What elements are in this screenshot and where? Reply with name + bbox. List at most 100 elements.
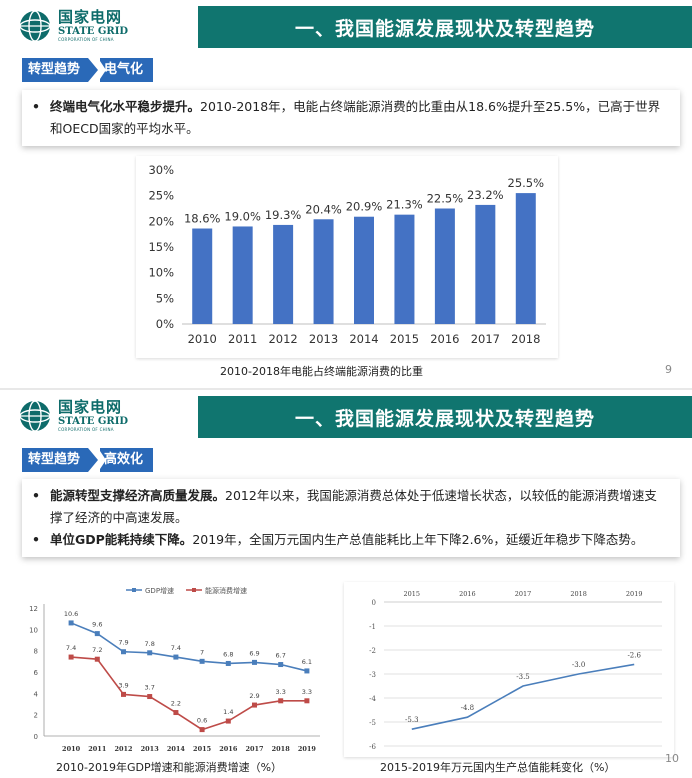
bullet-item: • 能源转型支撑经济高质量发展。2012年以来，我国能源消费总体处于低速增长状态… <box>32 485 666 529</box>
logo-en-text: STATE GRID <box>58 416 129 427</box>
y-tick-label: 25% <box>148 189 174 203</box>
gdp-energy-line-chart-svg: GDP增速 能源消费增速 0 2 4 6 8 10 12 2010 2011 2012 2013 2014… <box>29 586 320 753</box>
bar-chart: 0% 5% 10% 15% 20% 25% 30% 18.6% 2010 19.0% 2011 19.… <box>136 156 558 358</box>
bullet-text: 2010-2018年，电能占终端能源消费的比重由从18.6%提升至25.5%，已… <box>50 99 661 136</box>
breadcrumb-topic: 电气化 <box>98 58 154 82</box>
data-point <box>68 654 74 660</box>
bar <box>313 219 334 324</box>
slide-separator <box>0 388 692 390</box>
bullet-text: 2012年以来，我国能源消费总体处于低速增长状态，以较低的能源消费增速支撑了经济… <box>50 488 657 525</box>
y-tick-label: 0 <box>34 733 38 741</box>
series-line <box>70 622 308 672</box>
data-point <box>252 702 257 708</box>
logo: 国家电网 STATE GRID CORPORATION OF CHINA <box>18 398 128 434</box>
data-label: 21.3% <box>386 198 423 212</box>
x-tick-label: 2017 <box>515 590 532 598</box>
data-point <box>225 718 231 724</box>
bullet-text: 2019年，全国万元国内生产总值能耗比上年下降2.6%，延缓近年稳步下降态势。 <box>192 532 644 547</box>
data-point <box>147 650 153 656</box>
bar <box>515 193 536 324</box>
x-tick-label: 2016 <box>219 745 238 753</box>
y-tick-label: -6 <box>369 743 376 751</box>
data-point <box>304 698 310 704</box>
data-point <box>278 662 284 668</box>
data-label: 6.1 <box>302 658 312 666</box>
bar <box>394 214 415 324</box>
x-tick-label: 2010 <box>188 332 217 346</box>
breadcrumb-section: 转型趋势 <box>22 448 89 472</box>
legend-marker <box>132 588 136 592</box>
x-tick-label: 2013 <box>309 332 338 346</box>
series-line <box>411 663 635 730</box>
data-label: -3.5 <box>516 673 530 681</box>
data-point <box>173 710 179 716</box>
x-tick-label: 2015 <box>390 332 419 346</box>
data-label: -3.0 <box>572 661 586 669</box>
globe-logo-icon <box>19 400 51 432</box>
legend-label: 能源消费增速 <box>205 586 247 595</box>
page-number: 9 <box>665 363 672 376</box>
y-tick-label: 6 <box>34 669 39 677</box>
data-label: 25.5% <box>508 176 545 190</box>
logo: 国家电网 STATE GRID CORPORATION OF CHINA <box>18 8 128 44</box>
data-point <box>68 620 74 626</box>
gdp-energy-line-chart: GDP增速 能源消费增速 0 2 4 6 8 10 12 2010 2011 2012 2013 2014… <box>22 582 330 757</box>
breadcrumb-arrow-icon <box>88 58 99 82</box>
bullet-bold: 终端电气化水平稳步提升。 <box>50 99 201 114</box>
bar <box>273 224 294 324</box>
data-label: 20.9% <box>346 200 383 214</box>
y-tick-label: 0 <box>372 599 376 607</box>
logo-sub-text: CORPORATION OF CHINA <box>58 427 114 432</box>
legend-marker <box>192 588 196 592</box>
bullet-item: • 单位GDP能耗持续下降。2019年，全国万元国内生产总值能耗比上年下降2.6… <box>32 529 666 551</box>
bullet-bold: 单位GDP能耗持续下降。 <box>50 532 193 547</box>
data-label: 7.4 <box>171 644 181 652</box>
y-tick-label: 12 <box>29 605 38 613</box>
y-tick-label: -2 <box>369 647 376 655</box>
text-box: • 终端电气化水平稳步提升。2010-2018年，电能占终端能源消费的比重由从1… <box>22 90 680 146</box>
y-tick-label: -3 <box>369 671 376 679</box>
text-box: • 能源转型支撑经济高质量发展。2012年以来，我国能源消费总体处于低速增长状态… <box>22 479 680 557</box>
data-label: -2.6 <box>627 651 641 659</box>
data-label: 3.9 <box>118 681 128 689</box>
x-tick-label: 2016 <box>459 590 476 598</box>
data-point <box>225 660 231 666</box>
x-tick-label: 2014 <box>167 745 186 753</box>
data-label: 3.7 <box>145 684 155 692</box>
page-number: 10 <box>665 752 679 765</box>
y-tick-label: -1 <box>369 623 376 631</box>
x-tick-label: 2018 <box>272 745 291 753</box>
breadcrumb-section: 转型趋势 <box>22 58 89 82</box>
y-tick-label: 20% <box>148 214 174 228</box>
data-label: 6.7 <box>276 652 286 660</box>
data-label: 7 <box>200 648 204 656</box>
data-label: 0.6 <box>197 717 207 725</box>
data-label: 10.6 <box>64 610 78 618</box>
data-label: 20.4% <box>305 202 342 216</box>
y-tick-label: -4 <box>369 695 376 703</box>
data-point <box>199 658 205 664</box>
breadcrumb-topic: 高效化 <box>98 448 154 472</box>
data-label: 2.9 <box>249 692 259 700</box>
data-point <box>121 691 126 697</box>
x-tick-label: 2015 <box>193 745 212 753</box>
x-tick-label: 2013 <box>141 745 160 753</box>
data-label: 7.9 <box>118 639 128 647</box>
data-point <box>147 694 153 700</box>
y-tick-label: -5 <box>369 719 376 727</box>
title-bar: 一、我国能源发展现状及转型趋势 <box>198 396 692 438</box>
bullet-bold: 能源转型支撑经济高质量发展。 <box>50 488 226 503</box>
x-tick-label: 2018 <box>511 332 540 346</box>
y-tick-label: 8 <box>34 648 38 656</box>
logo-sub-text: CORPORATION OF CHINA <box>58 37 114 42</box>
data-label: 3.3 <box>302 688 312 696</box>
data-point <box>94 631 100 637</box>
bar <box>475 204 496 324</box>
series-line <box>71 656 307 731</box>
data-point <box>278 698 284 704</box>
bar <box>354 216 374 324</box>
x-tick-label: 2018 <box>570 590 587 598</box>
x-tick-label: 2014 <box>349 332 378 346</box>
data-label: 7.4 <box>66 644 76 652</box>
bullet-marker: • <box>32 99 40 114</box>
